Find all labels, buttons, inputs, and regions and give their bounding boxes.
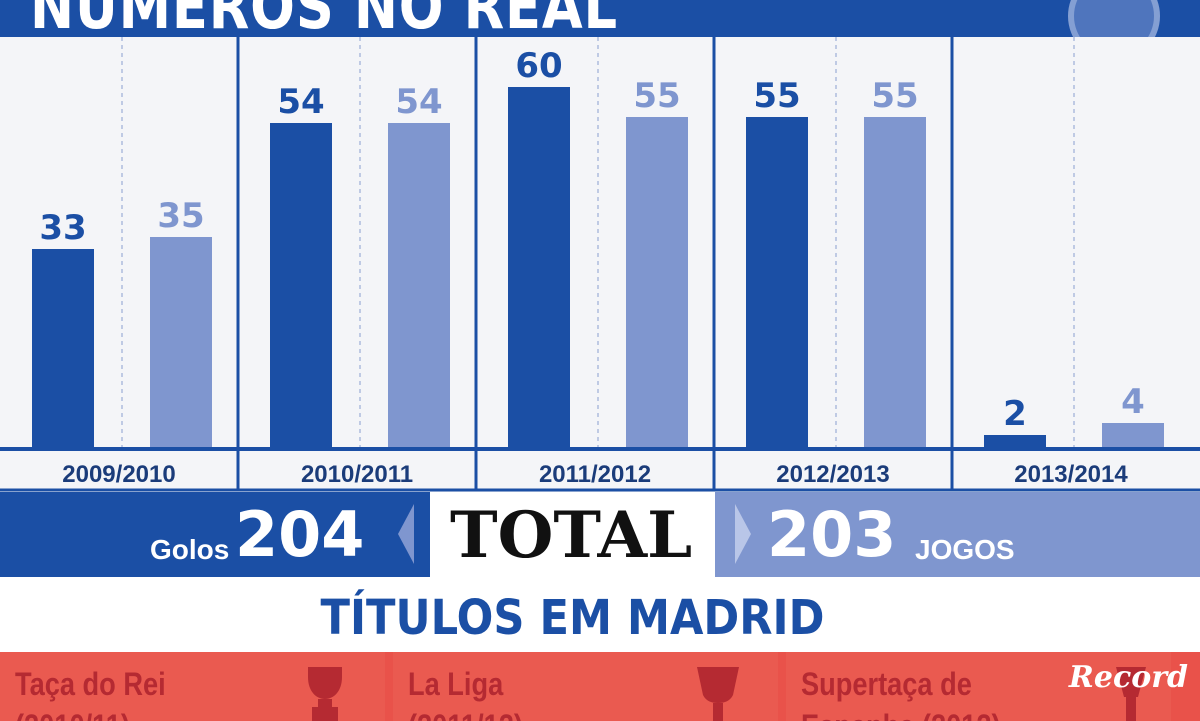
season-label: 2011/2012 (539, 461, 651, 488)
bar-golos (984, 435, 1046, 447)
bar-jogos (150, 237, 212, 447)
trophy-icon (697, 667, 739, 721)
season-label: 2013/2014 (1014, 461, 1128, 488)
bar-jogos (864, 117, 926, 447)
title-season: Espanha (2012) (801, 708, 1001, 721)
bar-golos (508, 87, 570, 447)
total-label-band: TOTAL (430, 492, 715, 577)
bar-golos (32, 249, 94, 447)
title-name: Taça do Rei (15, 666, 166, 702)
games-total: 203 (767, 498, 897, 571)
title-item: Taça do Rei (2010/11) (0, 652, 385, 721)
data-label: 55 (871, 76, 918, 116)
title-name: La Liga (408, 666, 504, 702)
trophy-icon (308, 667, 342, 721)
data-label: 33 (39, 208, 86, 248)
data-label: 54 (395, 82, 442, 122)
season-label: 2010/2011 (301, 461, 413, 488)
bar-jogos (1102, 423, 1164, 447)
data-label: 4 (1121, 382, 1145, 422)
games-label: JOGOS (915, 534, 1015, 565)
bar-chart: 33 35 2009/2010 54 54 2010/2011 60 55 2011/2012 5… (0, 37, 1200, 492)
bar-jogos (626, 117, 688, 447)
header-band: NÚMEROS NO REAL (0, 0, 1200, 37)
real-madrid-crest-icon (1068, 0, 1160, 37)
total-label: TOTAL (450, 498, 693, 573)
season-label: 2012/2013 (776, 461, 889, 488)
data-label: 2 (1003, 394, 1027, 434)
data-label: 55 (753, 76, 800, 116)
title-item: La Liga (2011/12) (393, 652, 778, 721)
bar-jogos (388, 123, 450, 447)
trophy-icon (1116, 667, 1146, 721)
goals-total: 204 (235, 498, 365, 571)
title-season: (2010/11) (15, 708, 130, 721)
data-label: 35 (157, 196, 204, 236)
title-item: Supertaça de Espanha (2012) (786, 652, 1171, 721)
bar-golos (746, 117, 808, 447)
data-label: 60 (515, 46, 562, 86)
title-season: (2011/12) (408, 708, 523, 721)
total-games-band: 203 JOGOS (715, 492, 1200, 577)
arrow-right-icon (735, 504, 751, 564)
title-name: Supertaça de (801, 666, 972, 702)
record-logo: Record (1068, 660, 1188, 695)
season-label: 2009/2010 (62, 461, 175, 488)
titles-heading: TÍTULOS EM MADRID (320, 590, 825, 646)
data-label: 54 (277, 82, 324, 122)
total-goals-band: Golos 204 (0, 492, 430, 577)
titles-band: Taça do Rei (2010/11) La Liga (2011/12) … (0, 652, 1200, 721)
goals-label: Golos (150, 534, 230, 565)
bar-golos (270, 123, 332, 447)
data-label: 55 (633, 76, 680, 116)
arrow-left-icon (398, 504, 414, 564)
page-title: NÚMEROS NO REAL (30, 0, 618, 37)
